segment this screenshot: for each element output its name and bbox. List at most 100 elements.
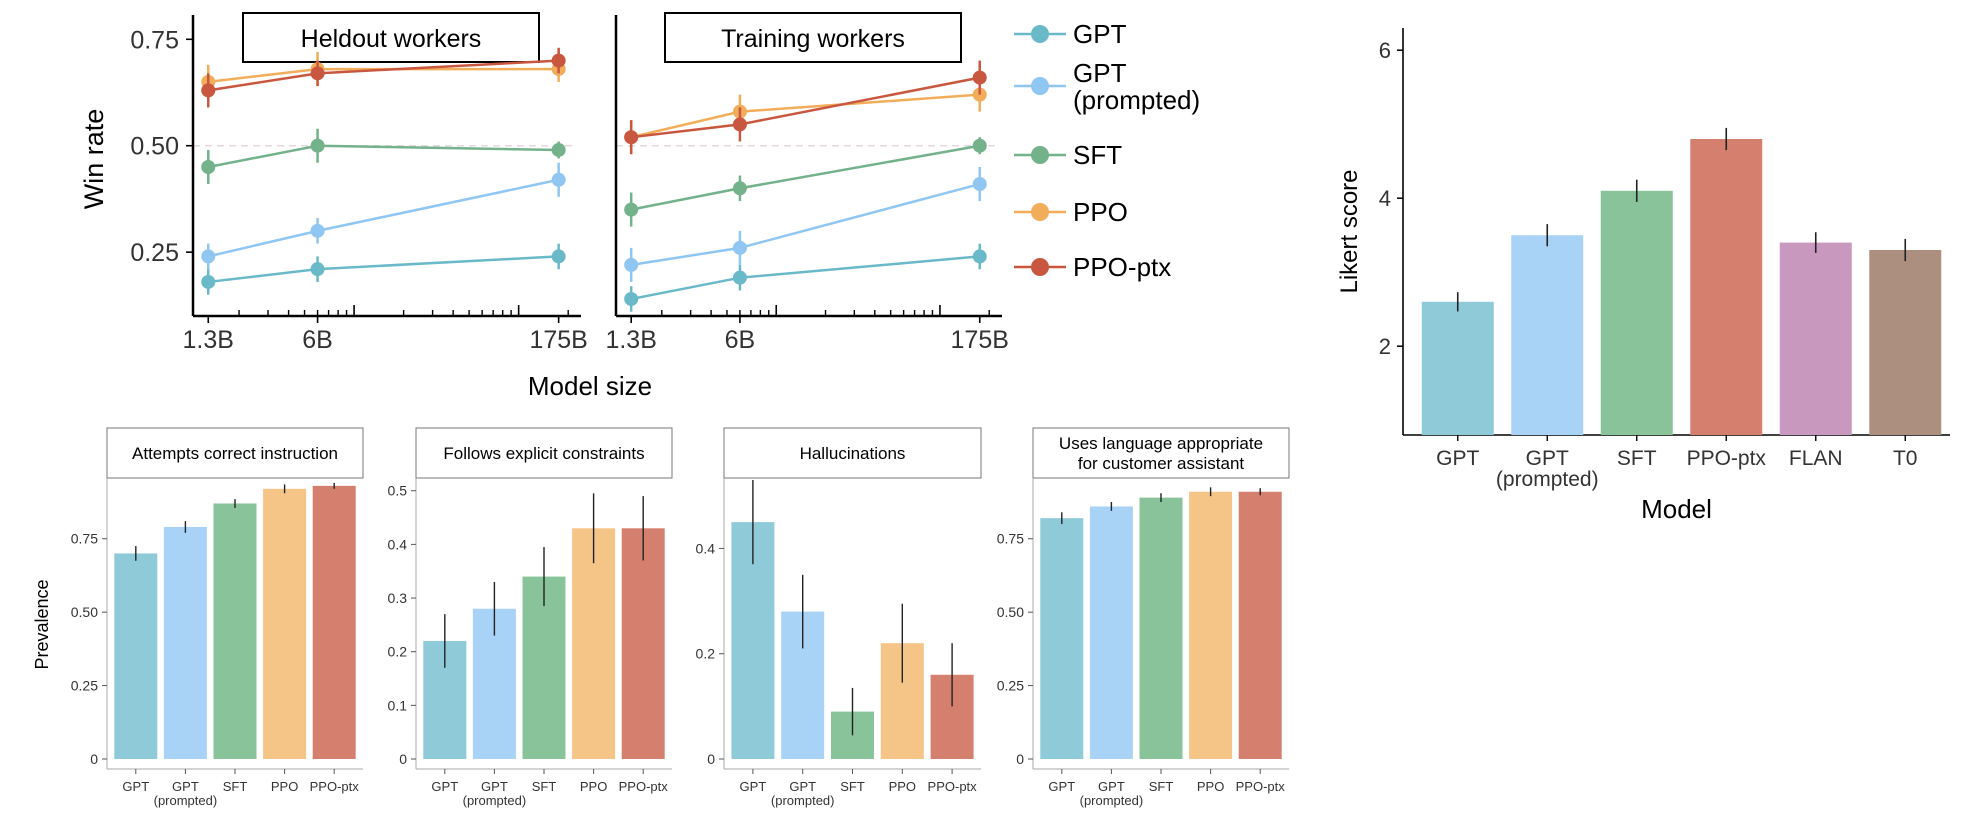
data-point-ppo-ptx (732, 117, 747, 132)
series-line-sft (208, 144, 559, 169)
y-tick-label: 0 (90, 751, 98, 767)
legend-marker (1031, 77, 1049, 95)
bar-ppo (1189, 491, 1233, 759)
series-line-gpt-prompted- (207, 178, 559, 258)
legend-label: GPT (1073, 19, 1127, 49)
data-point-gpt-prompted- (732, 240, 747, 255)
x-tick-label: PPO (1197, 779, 1224, 794)
legend-label: PPO-ptx (1073, 252, 1171, 282)
data-point-sft (551, 142, 566, 157)
y-tick-label: 0 (399, 751, 407, 767)
data-point-ppo-ptx (551, 53, 566, 68)
x-tick-label: T0 (1893, 447, 1918, 470)
x-tick-label: (prompted) (1496, 468, 1599, 491)
prev_attempts-chart: Attempts correct instruction 0 0.25 0.50 0.7… (32, 427, 364, 808)
x-tick-label: PPO (271, 779, 298, 794)
x-axis-label: Model (1641, 494, 1712, 524)
y-axis-label: Win rate (79, 109, 109, 210)
bar-gpt (114, 553, 158, 759)
x-tick-label: 6B (302, 326, 333, 354)
winrate_training-chart: 1.3B 6B 175B Training workers (605, 12, 1009, 354)
y-axis-label: Prevalence (32, 579, 52, 669)
x-tick-label: 1.3B (605, 326, 656, 354)
y-tick-label: 0.50 (130, 133, 179, 161)
bar-gpt (1040, 518, 1084, 759)
panel-title: for customer assistant (1078, 454, 1245, 473)
y-tick-label: 0.25 (130, 239, 179, 267)
panel-title-box (664, 12, 962, 63)
legend-label: SFT (1073, 140, 1122, 170)
x-tick-label: PPO-ptx (928, 779, 978, 794)
x-tick-label: 175B (529, 326, 587, 354)
legend-marker (1031, 258, 1049, 276)
y-tick-label: 0.3 (388, 590, 408, 606)
x-tick-label: (prompted) (463, 793, 527, 808)
x-axis-label: Model size (528, 371, 652, 401)
y-tick-label: 0.75 (130, 26, 179, 54)
x-tick-label: SFT (532, 779, 557, 794)
data-point-sft (972, 138, 987, 153)
bar-ppo-ptx (621, 528, 665, 759)
bar-sft (1600, 190, 1673, 435)
data-point-ppo-ptx (310, 66, 325, 81)
panel-title: Attempts correct instruction (132, 444, 338, 463)
x-tick-label: SFT (223, 779, 248, 794)
series-line-sft (630, 144, 980, 211)
data-point-gpt (551, 249, 566, 264)
x-tick-label: (prompted) (1080, 793, 1144, 808)
x-tick-label: PPO (889, 779, 916, 794)
bar-ppo-ptx (1690, 139, 1763, 435)
y-tick-label: 0.25 (997, 678, 1024, 694)
panel-title-box (723, 427, 982, 479)
y-tick-label: 0.4 (696, 540, 716, 556)
series-line-gpt-prompted- (630, 182, 981, 267)
legend-label: (prompted) (1073, 85, 1200, 115)
bar-ppo (263, 488, 307, 759)
bar-gpt-prompted- (1511, 235, 1584, 435)
y-tick-label: 0.50 (71, 604, 98, 620)
panel-title: Heldout workers (301, 25, 482, 53)
data-point-sft (732, 181, 747, 196)
panel-title-box (242, 12, 540, 63)
x-tick-label: SFT (840, 779, 865, 794)
x-tick-label: GPT (122, 779, 149, 794)
x-tick-label: GPT (1526, 447, 1569, 470)
x-tick-label: PPO-ptx (310, 779, 360, 794)
legend-marker (1031, 25, 1049, 43)
y-tick-label: 0.25 (71, 678, 98, 694)
data-point-sft (310, 138, 325, 153)
data-point-sft (201, 160, 216, 174)
bar-flan (1779, 242, 1852, 435)
data-point-gpt (732, 270, 747, 285)
x-tick-label: FLAN (1789, 447, 1843, 470)
bar-gpt-prompted- (1089, 506, 1133, 759)
y-tick-label: 0.2 (388, 644, 408, 660)
bar-t0 (1869, 250, 1942, 435)
x-tick-label: GPT (789, 779, 816, 794)
panel-title-box (106, 427, 364, 479)
panel-title: Follows explicit constraints (443, 444, 644, 463)
data-point-gpt (972, 249, 987, 264)
y-axis-label: Likert score (1336, 169, 1363, 293)
y-tick-label: 4 (1379, 186, 1391, 211)
data-point-gpt (201, 274, 216, 289)
x-tick-label: PPO-ptx (1236, 779, 1286, 794)
data-point-ppo-ptx (201, 83, 216, 98)
x-tick-label: GPT (740, 779, 767, 794)
x-tick-label: SFT (1617, 447, 1657, 470)
bar-sft (522, 576, 566, 759)
legend-marker (1031, 203, 1049, 221)
x-tick-label: 1.3B (183, 326, 234, 354)
y-tick-label: 0.75 (71, 531, 98, 547)
data-point-gpt-prompted- (972, 177, 987, 192)
panel-title-box (415, 427, 673, 479)
x-tick-label: 6B (725, 326, 756, 354)
series-line-gpt (208, 255, 559, 284)
y-tick-label: 6 (1379, 38, 1391, 63)
y-tick-label: 0 (1016, 751, 1024, 767)
y-tick-label: 0.1 (388, 697, 408, 713)
bar-ppo (572, 528, 616, 759)
x-tick-label: GPT (431, 779, 458, 794)
